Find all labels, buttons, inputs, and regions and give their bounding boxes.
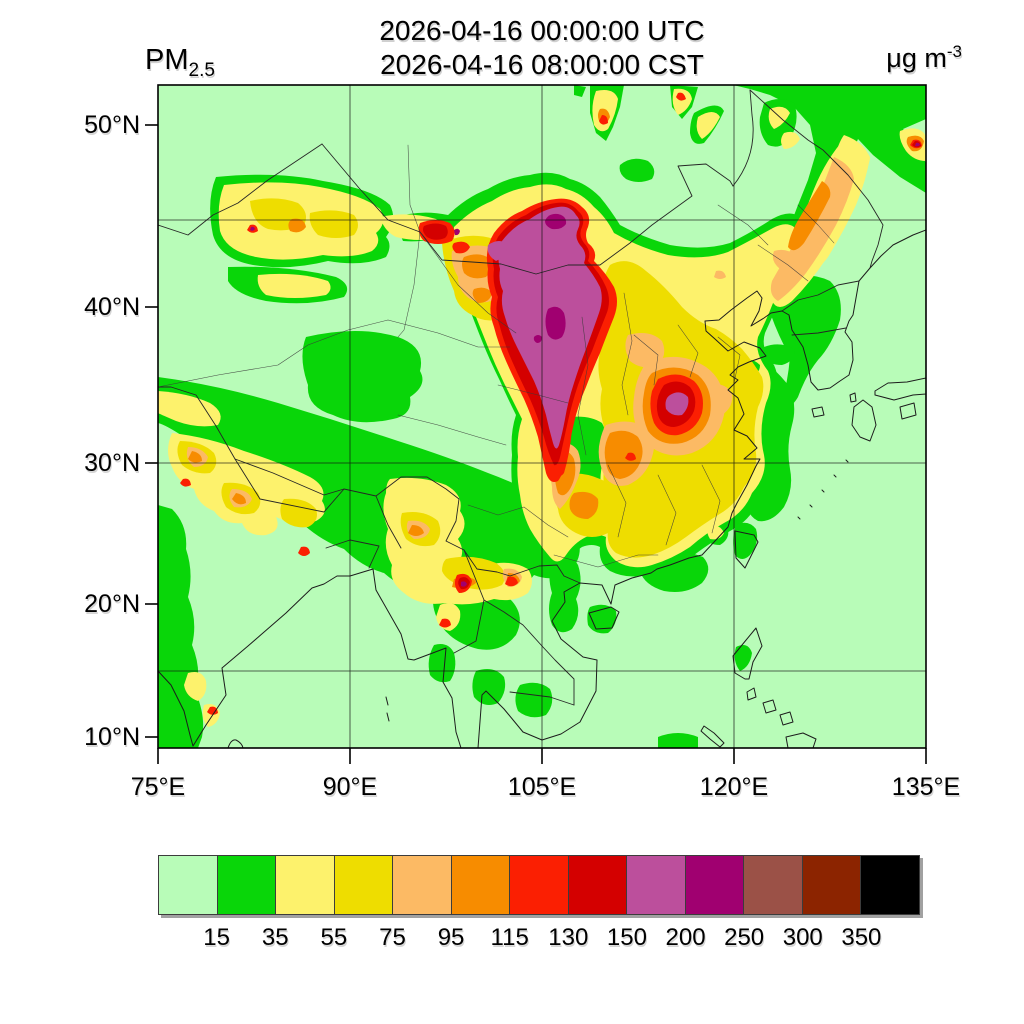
lat-tick-label-40°N: 40°N <box>84 293 140 321</box>
colorbar-cell-8 <box>627 855 686 915</box>
title-cst: 2026-04-16 08:00:00 CST <box>380 49 704 80</box>
colorbar-tick-15: 15 <box>203 924 230 951</box>
lon-tick-label-135°E: 135°E <box>891 773 961 801</box>
lon-tick-label-90°E: 90°E <box>322 773 378 801</box>
longitude-tick-marks <box>157 748 927 764</box>
colorbar-tick-130: 130 <box>548 924 589 951</box>
colorbar-cell-9 <box>685 855 745 915</box>
colorbar-tick-350: 350 <box>841 924 882 951</box>
map-frame <box>157 84 927 749</box>
colorbar-tick-300: 300 <box>782 924 823 951</box>
colorbar-tick-55: 55 <box>320 924 348 951</box>
lon-tick-label-75°E: 75°E <box>130 773 186 801</box>
colorbar-tick-75: 75 <box>379 924 406 951</box>
colorbar-cell-3 <box>334 855 394 915</box>
lon-tick-label-105°E: 105°E <box>507 773 577 801</box>
colorbar-cell-7 <box>568 855 628 915</box>
variable-name: PM <box>145 44 189 76</box>
colorbar-cell-5 <box>451 855 511 915</box>
units-exponent: -3 <box>946 42 962 61</box>
lat-tick-label-30°N: 30°N <box>84 449 140 477</box>
colorbar-cell-0 <box>158 855 218 915</box>
colorbar-tick-95: 95 <box>437 924 465 951</box>
colorbar-tick-200: 200 <box>665 924 706 951</box>
colorbar-tick-35: 35 <box>261 924 289 951</box>
colorbar-tick-250: 250 <box>724 924 765 951</box>
latitude-tick-marks <box>145 124 158 738</box>
title-utc: 2026-04-16 00:00:00 UTC <box>379 15 705 46</box>
colorbar-cell-1 <box>217 855 277 915</box>
colorbar-cell-12 <box>861 855 920 915</box>
colorbar-cell-2 <box>276 855 335 915</box>
colorbar-cell-4 <box>393 855 452 915</box>
colorbar-tick-115: 115 <box>490 924 529 951</box>
province-borders <box>158 144 835 568</box>
plot-title: 2026-04-16 00:00:00 UTC 2026-04-16 08:00… <box>158 14 926 82</box>
lon-tick-label-120°E: 120°E <box>699 773 769 801</box>
units-base: μg m <box>886 43 947 73</box>
contour-band-250-300-purple <box>250 142 920 587</box>
map-canvas <box>158 85 926 748</box>
colorbar <box>158 855 920 915</box>
lat-tick-label-50°N: 50°N <box>84 111 140 139</box>
colorbar-tick-150: 150 <box>606 924 647 951</box>
colorbar-cell-6 <box>510 855 569 915</box>
lat-tick-label-10°N: 10°N <box>84 723 140 751</box>
lat-tick-label-20°N: 20°N <box>84 590 140 618</box>
graticule-gridlines <box>158 85 926 748</box>
variable-subscript: 2.5 <box>188 59 215 81</box>
colorbar-cell-10 <box>744 855 803 915</box>
variable-label: PM2.5 <box>145 44 215 82</box>
units-label: μg m-3 <box>886 42 962 74</box>
country-borders <box>158 89 884 706</box>
colorbar-cell-11 <box>802 855 862 915</box>
